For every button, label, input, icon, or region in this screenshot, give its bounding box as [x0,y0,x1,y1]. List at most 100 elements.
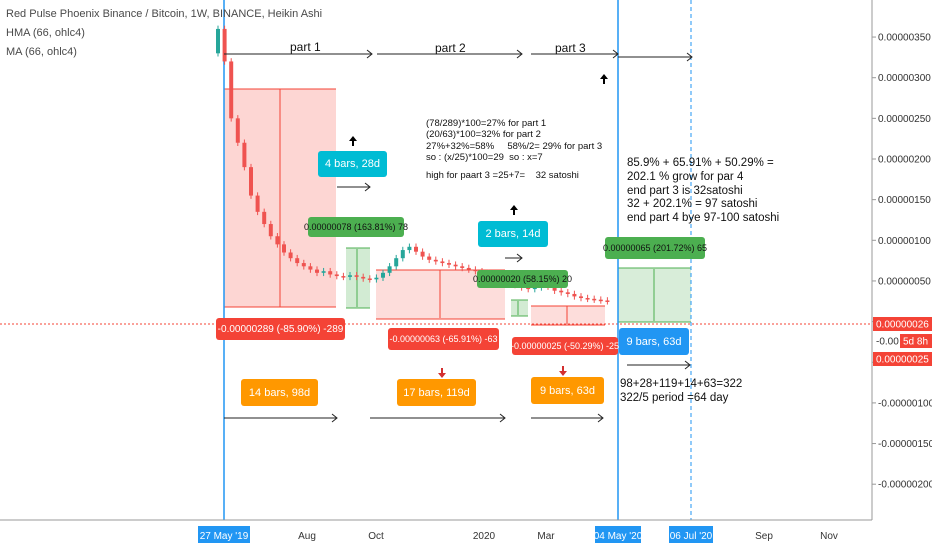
candle [440,261,445,264]
price-tag-label: 5d 8h [903,337,928,348]
y-tick-label: -0.00000200 [878,480,932,491]
measure-label: 0.00000020 (58.15%) 20 [473,270,572,288]
arrow-head [366,49,373,59]
candle [605,300,610,302]
measure-label: -0.00000025 (-50.29%) -25 [511,337,619,355]
highlighted-date-label: 04 May '20 [594,531,643,542]
price-tag [900,334,932,348]
y-tick-label: 0.00000200 [878,155,931,166]
highlighted-date-tag [595,526,641,543]
part2-label: part 2 [435,41,466,55]
candle [268,224,273,237]
candle [334,274,339,277]
measure-label: -0.00000063 (-65.91%) -63 [388,328,499,350]
candle [592,298,597,301]
candle [532,287,537,290]
arrow-head [516,49,523,59]
y-tick-label: 0.00000100 [878,236,931,247]
part1-label: part 1 [290,40,321,54]
y-tick-label: 0.00000400 [878,0,931,3]
candle [433,259,438,262]
high-note: high for paart 3 =25+7= 32 satoshi [426,170,579,181]
measure-label: 0.00000065 (201.72%) 65 [603,237,707,259]
x-tick-label: Oct [368,531,384,542]
bar-count-label: 9 bars, 63d [619,328,689,355]
candle [295,258,300,264]
period-note: 98+28+119+14+63=322 322/5 period =64 day [620,378,743,404]
candle [282,244,286,253]
arrow-head [612,49,619,59]
bar-count-label: 9 bars, 63d [531,377,604,404]
x-tick-label: 2020 [473,531,496,542]
candle [559,290,564,293]
x-tick-label: Nov [820,531,838,542]
candle [249,167,253,196]
candle [572,293,577,297]
arrow-head [364,182,371,192]
x-tick-label: Aug [298,531,316,542]
candle [348,275,352,277]
candle [216,28,220,54]
x-tick-label: Mar [537,531,555,542]
candle [308,266,313,270]
y-tick-label: 0.00000350 [878,33,931,44]
y-tick-label: 0.00000050 [878,276,931,287]
y-tick-label: -0.00000150 [878,439,932,450]
price-tag-label: 0.00000026 [876,320,929,331]
candle [354,275,359,277]
candle [414,246,418,252]
bar-count-label: 2 bars, 14d [478,221,548,247]
candle [400,250,405,259]
candle [407,246,412,251]
price-tag-label: -0.00 [876,337,899,348]
candle [420,251,425,257]
up-arrow-icon [600,74,608,84]
price-tag [873,352,932,366]
bar-count-label: 14 bars, 98d [241,379,318,406]
price-tag [873,317,932,331]
highlighted-date-label: 06 Jul '20 [670,531,713,542]
candle [381,272,385,278]
highlighted-date-tag [198,526,250,543]
candle [374,277,379,280]
candle [229,61,234,119]
price-tag [873,334,900,348]
indicator-ma[interactable]: MA (66, ohlc4) [6,46,77,58]
candle [526,287,531,290]
candle [341,276,346,278]
calculation-note: (78/289)*100=27% for part 1 (20/63)*100=… [426,118,603,164]
y-tick-label: -0.00000100 [878,398,932,409]
candle [460,266,465,268]
candle [361,276,366,279]
candle [598,299,603,302]
down-arrow-icon [438,368,446,378]
candle [552,286,557,291]
indicator-hma[interactable]: HMA (66, ohlc4) [6,27,85,39]
arrow-head [516,253,523,263]
up-arrow-icon [349,136,357,146]
candle [473,269,478,272]
arrow-head [331,413,338,423]
down-arrow-icon [559,366,567,376]
part3-label: part 3 [555,41,586,55]
candle [565,292,570,294]
candle [585,298,590,300]
candle [367,278,372,281]
x-tick-label: Sep [755,531,773,542]
highlighted-date-tag [669,526,713,543]
measure-box [511,300,528,316]
candle [275,236,280,245]
candle [453,264,458,267]
candle [427,256,432,260]
candle [328,271,333,275]
bar-count-label: 4 bars, 28d [318,151,387,177]
candle [235,118,240,143]
y-tick-label: 0.00000250 [878,114,931,125]
candle [242,142,247,168]
candle [579,296,583,299]
candle [288,252,293,259]
price-tag-label: 0.00000025 [876,355,929,366]
candle [447,263,451,265]
